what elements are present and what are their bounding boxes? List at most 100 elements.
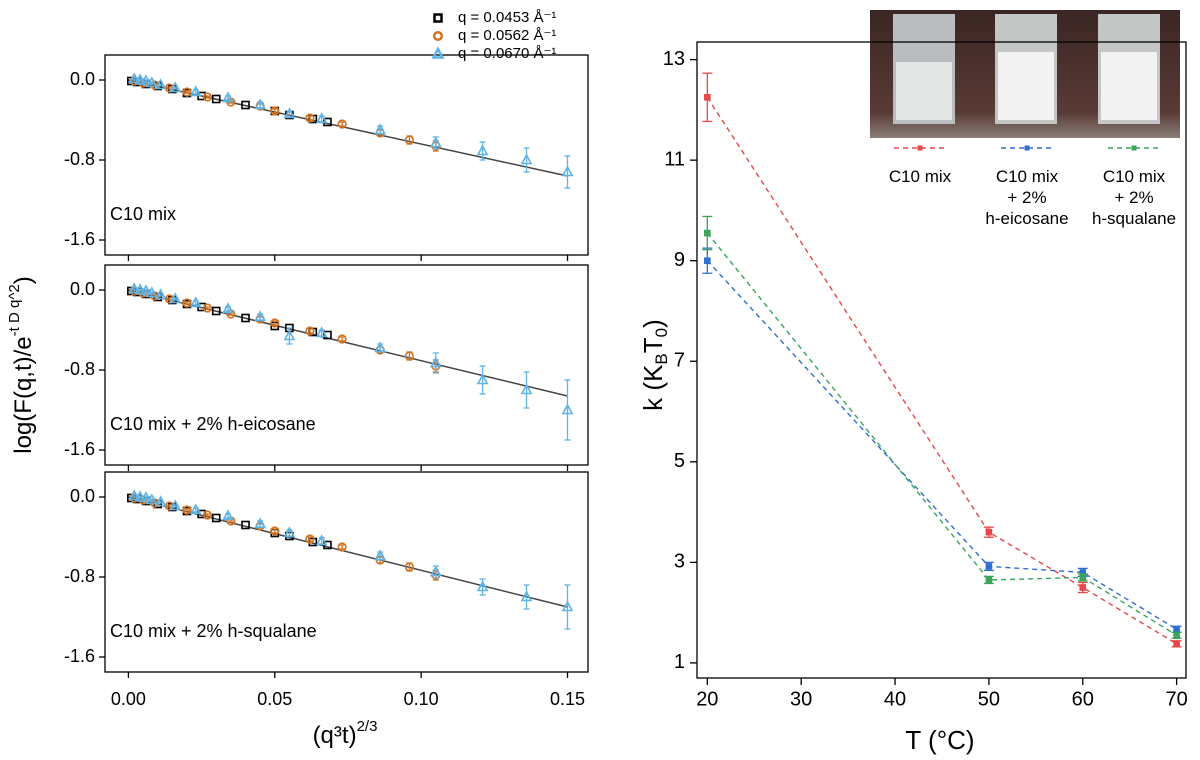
marker <box>315 534 328 546</box>
marker <box>270 526 280 536</box>
x-tick-label: 0.10 <box>404 689 439 709</box>
marker <box>315 326 328 338</box>
marker <box>1079 574 1087 581</box>
marker <box>222 302 234 314</box>
marker <box>561 165 574 177</box>
marker <box>985 576 993 584</box>
marker <box>134 490 146 502</box>
axes-frame <box>104 471 589 673</box>
x-axis-label: T (°C) <box>905 725 974 755</box>
marker <box>128 489 141 501</box>
marker <box>476 144 489 156</box>
marker <box>202 92 213 102</box>
marker <box>283 329 296 341</box>
y-axis-label-part: k (K <box>638 364 668 411</box>
y-axis-label-part: T <box>638 337 668 353</box>
y-axis-label: k (KBT0) <box>638 319 672 411</box>
marker <box>704 229 711 237</box>
marker <box>476 580 489 592</box>
marker <box>254 517 266 529</box>
marker <box>211 94 221 104</box>
marker <box>169 499 182 511</box>
marker <box>140 74 152 86</box>
marker <box>1173 631 1180 639</box>
marker <box>202 303 213 313</box>
y-tick-label: 9 <box>674 249 685 271</box>
marker <box>985 528 993 536</box>
legend-marker <box>1024 145 1030 151</box>
y-axis-label-sup: -t D q^2 <box>6 284 23 336</box>
y-tick-label: 0.0 <box>70 279 95 299</box>
legend-marker <box>432 30 444 42</box>
marker <box>270 106 280 116</box>
legend-marker <box>1131 145 1137 151</box>
y-tick-label: -0.8 <box>64 566 95 586</box>
legend-label: C10 mix <box>888 167 952 186</box>
legend-marker <box>917 145 923 151</box>
legend-label: q = 0.0453 Å⁻¹ <box>458 9 556 26</box>
marker <box>337 542 347 552</box>
fit-line <box>128 289 568 397</box>
marker <box>182 298 192 308</box>
marker <box>404 562 415 572</box>
x-axis-label-part: (q³t) <box>313 722 357 749</box>
panel-label: C10 mix + 2% h-squalane <box>110 621 317 641</box>
x-tick-label: 70 <box>1165 688 1187 710</box>
axes-frame <box>104 264 589 466</box>
legend-marker <box>431 46 445 59</box>
marker <box>241 520 250 530</box>
axes-frame <box>104 54 589 256</box>
marker <box>404 135 415 145</box>
series-line <box>706 260 1177 630</box>
marker <box>374 341 386 353</box>
marker <box>374 123 386 135</box>
marker <box>128 282 141 294</box>
marker <box>520 383 533 395</box>
series-line <box>706 232 1177 636</box>
y-tick-label: -0.8 <box>64 149 95 169</box>
axes-frame <box>696 41 1187 679</box>
marker <box>134 73 146 85</box>
x-tick-label: 0.15 <box>550 689 585 709</box>
x-axis-label-sup: 2/3 <box>357 718 378 735</box>
x-tick-label: 60 <box>1072 688 1094 710</box>
marker <box>283 526 296 538</box>
legend-label: q = 0.0562 Å⁻¹ <box>458 27 556 44</box>
marker <box>154 288 167 300</box>
marker <box>182 505 192 515</box>
x-axis-label: (q³t)2/3 <box>313 718 378 749</box>
y-axis-label-part: log(F(q,t)/e <box>10 336 37 453</box>
marker <box>520 153 533 165</box>
marker <box>429 356 442 368</box>
y-tick-label: 5 <box>674 450 685 472</box>
marker <box>704 257 711 265</box>
marker <box>561 403 574 415</box>
y-axis-label-sub: B <box>652 353 671 364</box>
marker <box>337 334 347 344</box>
marker <box>323 330 332 340</box>
marker <box>283 107 296 119</box>
fit-line <box>128 496 568 608</box>
marker <box>222 91 234 103</box>
y-tick-label: 11 <box>664 148 685 170</box>
legend-label: q = 0.0670 Å⁻¹ <box>458 45 556 62</box>
marker <box>189 296 202 308</box>
marker <box>134 283 146 295</box>
y-axis-label-sub: 0 <box>652 328 671 337</box>
marker <box>140 491 152 503</box>
y-tick-label: 0.0 <box>70 69 95 89</box>
x-tick-label: 30 <box>790 688 812 710</box>
y-tick-label: -0.8 <box>64 359 95 379</box>
marker <box>337 119 347 129</box>
marker <box>241 313 250 323</box>
marker <box>404 351 415 361</box>
marker <box>211 513 221 523</box>
marker <box>169 292 182 304</box>
x-tick-label: 20 <box>696 688 718 710</box>
marker <box>270 318 280 328</box>
fit-line <box>128 79 568 177</box>
marker <box>202 510 213 520</box>
legend-marker <box>433 13 443 23</box>
